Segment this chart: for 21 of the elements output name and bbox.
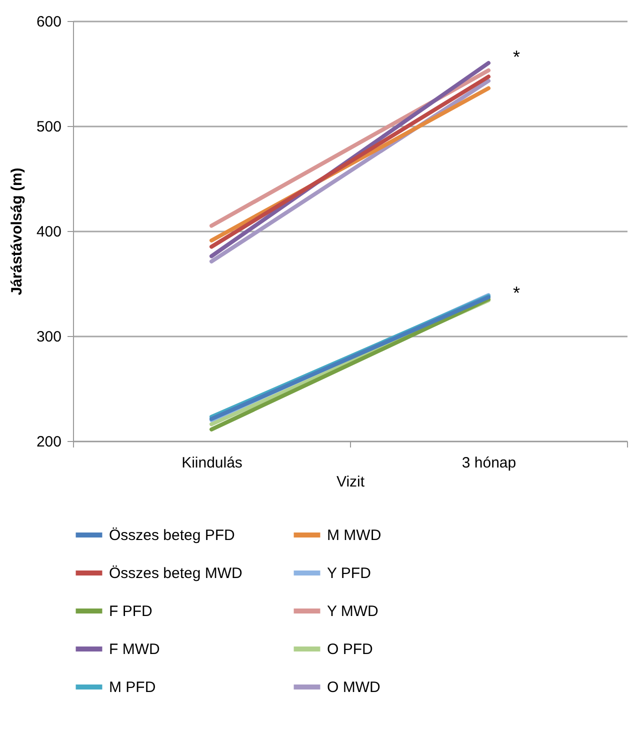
legend-label: Összes beteg MWD — [109, 565, 243, 582]
x-tick-label: 3 hónap — [462, 454, 516, 472]
y-axis-title: Járástávolság (m) — [8, 168, 26, 296]
legend-label: O PFD — [327, 641, 373, 658]
legend-label: Y PFD — [327, 565, 372, 582]
legend-label: M MWD — [327, 527, 382, 544]
legend-label: O MWD — [327, 679, 380, 696]
legend-label: F PFD — [109, 603, 152, 620]
legend-label: Y MWD — [327, 603, 379, 620]
y-tick-label: 500 — [36, 118, 62, 136]
legend-label: F MWD — [109, 641, 160, 658]
x-tick-label: Kiindulás — [182, 454, 242, 472]
y-tick-label: 400 — [36, 224, 62, 240]
annotation: * — [512, 46, 520, 67]
y-tick-label: 200 — [36, 434, 62, 450]
x-axis-title: Vizit — [336, 474, 366, 490]
y-tick-label: 600 — [36, 14, 62, 30]
legend-label: M PFD — [109, 679, 156, 696]
y-tick-label: 300 — [36, 328, 62, 346]
legend-label: Összes beteg PFD — [109, 527, 236, 544]
annotation: * — [512, 283, 520, 303]
